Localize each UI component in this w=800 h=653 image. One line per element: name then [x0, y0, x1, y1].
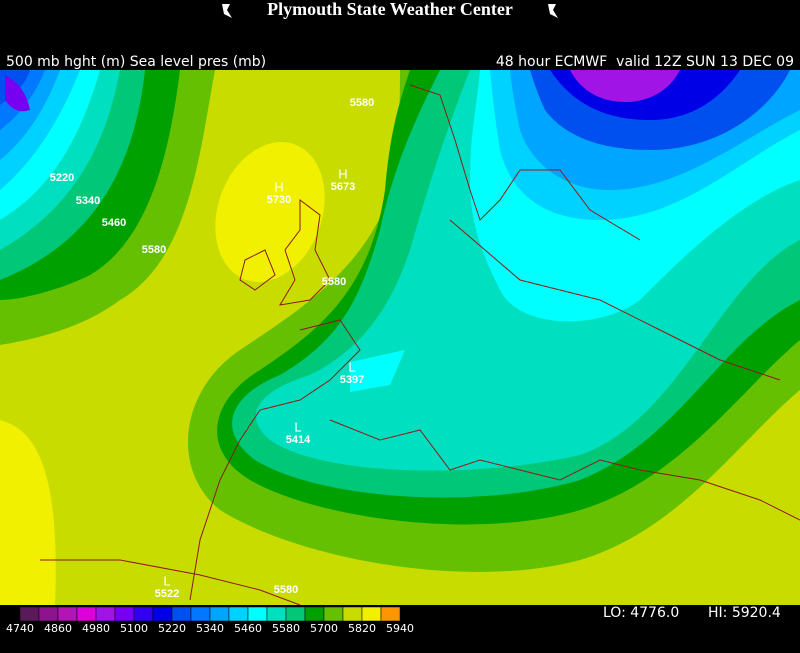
legend-swatch	[361, 606, 382, 622]
legend-swatch	[266, 606, 287, 622]
legend-label: 4980	[82, 622, 110, 635]
subtitle-right: 48 hour ECMWF valid 12Z SUN 13 DEC 09	[496, 54, 794, 70]
legend-label: 5820	[348, 622, 376, 635]
legend-swatch	[285, 606, 306, 622]
legend-label: 5100	[120, 622, 148, 635]
legend-label: 5220	[158, 622, 186, 635]
center-symbol: L	[163, 573, 170, 588]
legend-label: 4860	[44, 622, 72, 635]
legend-label: 5580	[272, 622, 300, 635]
low-value: LO: 4776.0	[603, 605, 679, 621]
legend-swatch	[323, 606, 344, 622]
flag-icon	[222, 4, 232, 18]
center-symbol: L	[348, 359, 355, 374]
legend-swatch	[152, 606, 173, 622]
legend-swatch	[114, 606, 135, 622]
legend-label: 5340	[196, 622, 224, 635]
color-legend: 4740 4860 4980 5100 5220 5340 5460 5580 5700 5820…	[6, 606, 414, 635]
center-value: 5397	[340, 374, 364, 386]
legend-label: 5460	[234, 622, 262, 635]
center-value: 5673	[331, 181, 355, 193]
legend-swatch	[171, 606, 192, 622]
contour-label: 5580	[274, 584, 298, 596]
center-value: 5414	[286, 434, 311, 446]
legend-swatch	[342, 606, 363, 622]
legend-swatch	[76, 606, 97, 622]
legend-label: 5700	[310, 622, 338, 635]
subtitle-left: 500 mb hght (m) Sea level pres (mb)	[6, 54, 266, 70]
legend-swatch	[190, 606, 211, 622]
center-symbol: L	[294, 419, 301, 434]
flag-icon	[548, 4, 558, 18]
title: Plymouth State Weather Center	[267, 0, 513, 19]
legend-swatch	[304, 606, 325, 622]
legend-swatch	[228, 606, 249, 622]
legend-label: 4740	[6, 622, 34, 635]
legend-swatch	[38, 606, 59, 622]
high-value: HI: 5920.4	[708, 605, 781, 621]
contour-map: 5220534054605580558055805580H5730H5673L5…	[0, 70, 800, 606]
center-value: 5730	[267, 194, 291, 206]
center-symbol: H	[338, 166, 347, 181]
contour-label: 5580	[350, 97, 374, 109]
legend-swatch	[19, 606, 40, 622]
legend-swatch	[57, 606, 78, 622]
legend-swatch	[209, 606, 230, 622]
contour-label: 5580	[322, 276, 346, 288]
legend-swatch	[380, 606, 401, 622]
contour-label: 5460	[102, 217, 126, 229]
contour-label: 5340	[76, 195, 100, 207]
contour-label: 5580	[142, 244, 166, 256]
legend-swatch	[133, 606, 154, 622]
legend-swatch	[95, 606, 116, 622]
legend-swatch	[247, 606, 268, 622]
center-symbol: H	[274, 179, 283, 194]
center-value: 5522	[155, 588, 179, 600]
legend-label: 5940	[386, 622, 414, 635]
contour-label: 5220	[50, 172, 74, 184]
